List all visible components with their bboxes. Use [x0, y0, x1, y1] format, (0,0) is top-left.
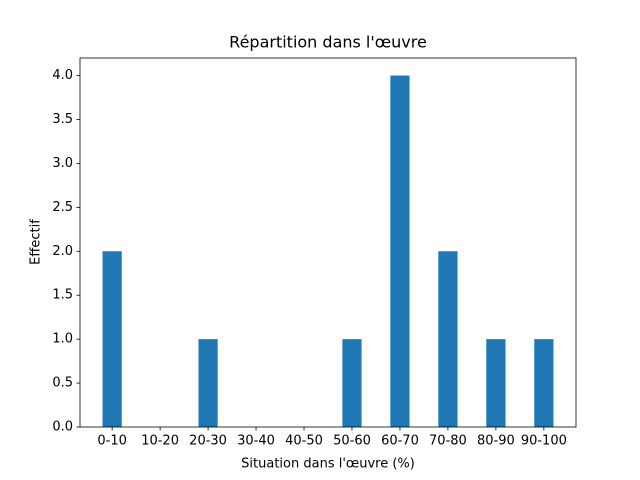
- bar: [342, 339, 362, 427]
- x-tick-label: 20-30: [189, 434, 227, 449]
- x-tick-label: 70-80: [429, 434, 467, 449]
- x-tick-label: 60-70: [381, 434, 419, 449]
- bar: [390, 75, 410, 428]
- x-tick-label: 10-20: [141, 434, 179, 449]
- x-tick-label: 50-60: [333, 434, 371, 449]
- y-tick-label: 0.0: [52, 420, 73, 435]
- y-tick-label: 1.5: [52, 288, 73, 303]
- y-tick-label: 4.0: [52, 68, 73, 83]
- y-tick-label: 3.5: [52, 112, 73, 127]
- x-tick-label: 0-10: [97, 434, 127, 449]
- y-tick-label: 1.0: [52, 332, 73, 347]
- bar: [102, 251, 122, 427]
- bar: [198, 339, 218, 427]
- y-tick-label: 2.0: [52, 244, 73, 259]
- bar: [534, 339, 554, 427]
- y-tick-label: 3.0: [52, 156, 73, 171]
- x-tick-label: 30-40: [237, 434, 275, 449]
- x-tick-label: 80-90: [477, 434, 515, 449]
- y-tick-label: 0.5: [52, 376, 73, 391]
- x-tick-label: 90-100: [521, 434, 567, 449]
- y-tick-label: 2.5: [52, 200, 73, 215]
- chart-title: Répartition dans l'œuvre: [229, 33, 427, 52]
- axes-frame: [79, 57, 577, 428]
- y-axis-label: Effectif: [29, 219, 44, 265]
- bar: [438, 251, 458, 427]
- x-axis-label: Situation dans l'œuvre (%): [241, 457, 415, 472]
- x-tick-label: 40-50: [285, 434, 323, 449]
- bar: [486, 339, 506, 427]
